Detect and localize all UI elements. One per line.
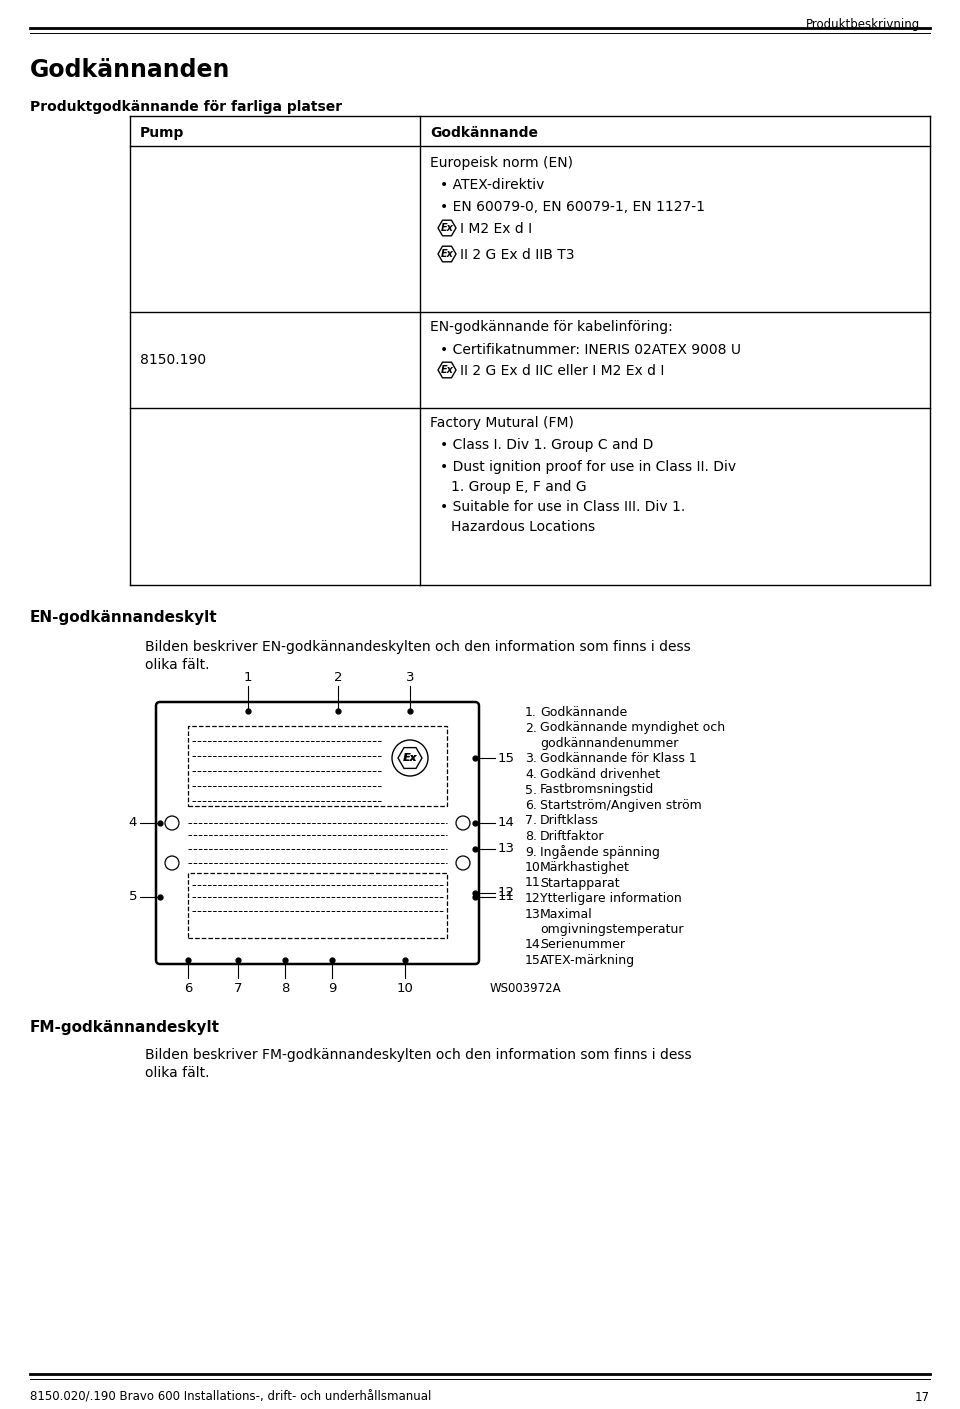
- Circle shape: [456, 816, 470, 830]
- Text: 9.: 9.: [525, 845, 537, 858]
- Text: 4.: 4.: [525, 768, 537, 781]
- Text: Ex: Ex: [441, 365, 453, 375]
- Text: 13.: 13.: [525, 907, 544, 920]
- Circle shape: [165, 816, 179, 830]
- Text: EN-godkännande för kabelinföring:: EN-godkännande för kabelinföring:: [430, 320, 673, 334]
- FancyBboxPatch shape: [188, 726, 447, 806]
- Text: 7.: 7.: [525, 814, 537, 827]
- Text: Godkännande myndighet och: Godkännande myndighet och: [540, 721, 725, 734]
- Circle shape: [165, 857, 179, 869]
- Circle shape: [456, 857, 470, 869]
- Circle shape: [392, 740, 428, 776]
- Text: 10.: 10.: [525, 861, 545, 874]
- Text: • EN 60079-0, EN 60079-1, EN 1127-1: • EN 60079-0, EN 60079-1, EN 1127-1: [440, 200, 705, 214]
- Text: 6: 6: [183, 982, 192, 995]
- Text: WS003972A: WS003972A: [490, 982, 562, 995]
- Text: 3: 3: [406, 671, 415, 683]
- Text: 8150.020/.190 Bravo 600 Installations-, drift- och underhållsmanual: 8150.020/.190 Bravo 600 Installations-, …: [30, 1391, 431, 1403]
- Text: 2.: 2.: [525, 721, 537, 734]
- Text: EN-godkännandeskylt: EN-godkännandeskylt: [30, 610, 218, 626]
- Text: Driftklass: Driftklass: [540, 814, 599, 827]
- Text: 8.: 8.: [525, 830, 537, 843]
- Text: 10: 10: [396, 982, 414, 995]
- Text: Bilden beskriver EN-godkännandeskylten och den information som finns i dess: Bilden beskriver EN-godkännandeskylten o…: [145, 640, 691, 654]
- Text: Ex: Ex: [402, 752, 418, 764]
- Text: Godkännande: Godkännande: [430, 125, 538, 139]
- Text: Fastbromsningstid: Fastbromsningstid: [540, 783, 655, 796]
- Text: 6.: 6.: [525, 799, 537, 812]
- Text: olika fält.: olika fält.: [145, 1067, 209, 1081]
- Text: Bilden beskriver FM-godkännandeskylten och den information som finns i dess: Bilden beskriver FM-godkännandeskylten o…: [145, 1048, 691, 1062]
- Text: 1.: 1.: [525, 706, 537, 719]
- Text: 7: 7: [233, 982, 242, 995]
- Text: Factory Mutural (FM): Factory Mutural (FM): [430, 416, 574, 430]
- Text: • Class I. Div 1. Group C and D: • Class I. Div 1. Group C and D: [440, 438, 654, 452]
- Text: I M2 Ex d I: I M2 Ex d I: [460, 223, 532, 235]
- Text: olika fält.: olika fält.: [145, 658, 209, 672]
- Text: 5.: 5.: [525, 783, 537, 796]
- Text: 17: 17: [915, 1391, 930, 1403]
- Text: Europeisk norm (EN): Europeisk norm (EN): [430, 156, 573, 170]
- Text: Godkännanden: Godkännanden: [30, 58, 230, 82]
- Text: 13: 13: [498, 843, 515, 855]
- Text: Godkännande för Klass 1: Godkännande för Klass 1: [540, 752, 697, 765]
- Text: Produktbeskrivning: Produktbeskrivning: [805, 18, 920, 31]
- Text: Ex: Ex: [441, 249, 453, 259]
- Text: ATEX-märkning: ATEX-märkning: [540, 954, 636, 967]
- Text: 15.: 15.: [525, 954, 545, 967]
- Text: II 2 G Ex d IIB T3: II 2 G Ex d IIB T3: [460, 248, 574, 262]
- Text: 2: 2: [334, 671, 343, 683]
- FancyBboxPatch shape: [188, 874, 447, 938]
- Text: 8150.190: 8150.190: [140, 354, 206, 366]
- Text: 11.: 11.: [525, 876, 544, 889]
- Text: Hazardous Locations: Hazardous Locations: [451, 520, 595, 534]
- Text: • Suitable for use in Class III. Div 1.: • Suitable for use in Class III. Div 1.: [440, 500, 685, 514]
- Text: Godkännande: Godkännande: [540, 706, 627, 719]
- Text: Ex: Ex: [441, 223, 453, 232]
- Text: omgivningstemperatur: omgivningstemperatur: [540, 923, 684, 936]
- Text: 12.: 12.: [525, 892, 544, 905]
- Text: 4: 4: [129, 816, 137, 830]
- Text: Maximal: Maximal: [540, 907, 592, 920]
- Text: 9: 9: [327, 982, 336, 995]
- Text: Ingående spänning: Ingående spänning: [540, 845, 660, 859]
- Text: 8: 8: [281, 982, 289, 995]
- Text: • Dust ignition proof for use in Class II. Div: • Dust ignition proof for use in Class I…: [440, 459, 736, 473]
- Text: Märkhastighet: Märkhastighet: [540, 861, 630, 874]
- Text: Pump: Pump: [140, 125, 184, 139]
- Text: Driftfaktor: Driftfaktor: [540, 830, 605, 843]
- Text: 12: 12: [498, 886, 515, 899]
- Text: Produktgodkännande för farliga platser: Produktgodkännande för farliga platser: [30, 100, 342, 114]
- Text: Startapparat: Startapparat: [540, 876, 619, 889]
- Text: 15: 15: [498, 751, 515, 765]
- Text: 5: 5: [129, 890, 137, 903]
- Text: • ATEX-direktiv: • ATEX-direktiv: [440, 178, 544, 192]
- Text: Ex: Ex: [403, 752, 417, 764]
- Text: 11: 11: [498, 890, 515, 903]
- Text: Godkänd drivenhet: Godkänd drivenhet: [540, 768, 660, 781]
- Text: Startström/Angiven ström: Startström/Angiven ström: [540, 799, 702, 812]
- Text: 3.: 3.: [525, 752, 537, 765]
- Text: • Certifikatnummer: INERIS 02ATEX 9008 U: • Certifikatnummer: INERIS 02ATEX 9008 U: [440, 342, 741, 356]
- Text: 1: 1: [244, 671, 252, 683]
- Text: II 2 G Ex d IIC eller I M2 Ex d I: II 2 G Ex d IIC eller I M2 Ex d I: [460, 364, 664, 378]
- Text: 14.: 14.: [525, 938, 544, 951]
- Text: 14: 14: [498, 816, 515, 830]
- Text: FM-godkännandeskylt: FM-godkännandeskylt: [30, 1020, 220, 1036]
- FancyBboxPatch shape: [156, 702, 479, 964]
- Text: Ytterligare information: Ytterligare information: [540, 892, 682, 905]
- Text: Serienummer: Serienummer: [540, 938, 625, 951]
- Text: 1. Group E, F and G: 1. Group E, F and G: [451, 480, 587, 495]
- Text: godkännandenummer: godkännandenummer: [540, 737, 679, 750]
